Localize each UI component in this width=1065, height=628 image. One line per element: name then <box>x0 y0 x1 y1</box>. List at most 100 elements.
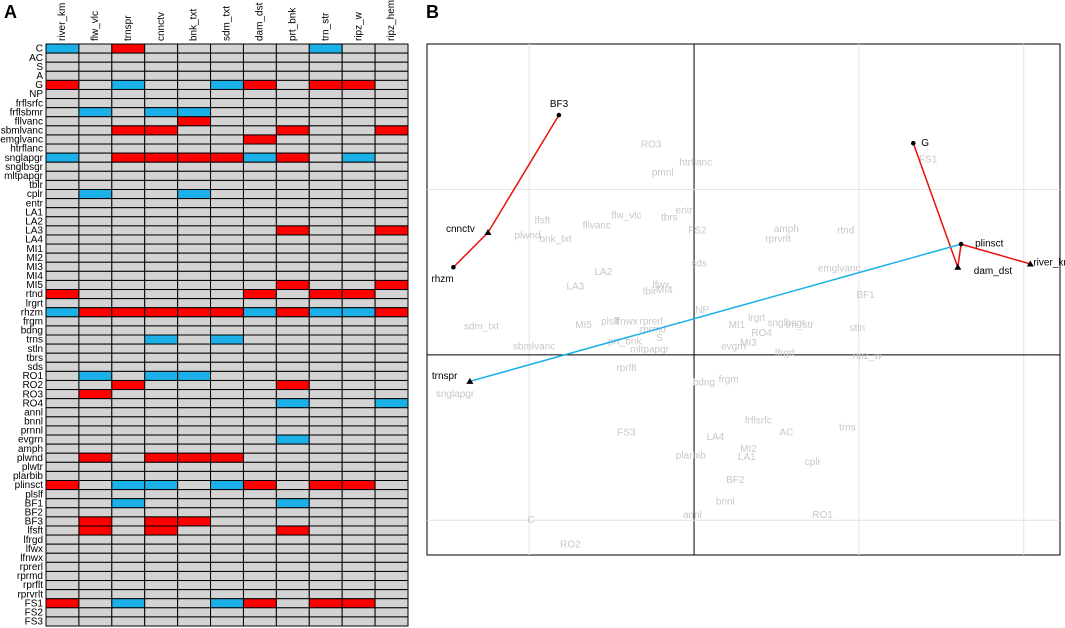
cell <box>242 489 277 500</box>
cell <box>45 561 80 572</box>
cell <box>177 279 212 291</box>
cell <box>78 207 113 218</box>
cell <box>341 379 376 391</box>
cell <box>111 61 146 72</box>
cell <box>111 470 146 481</box>
cell <box>242 298 277 309</box>
cell <box>78 489 113 500</box>
cell <box>45 79 80 90</box>
row-label: bnnl <box>24 417 43 428</box>
cell <box>78 334 113 345</box>
cell <box>242 43 277 54</box>
species-label: stln <box>849 323 865 334</box>
cell <box>111 179 146 190</box>
cell <box>45 434 80 445</box>
cell <box>242 225 277 236</box>
cell <box>111 561 146 572</box>
cell <box>308 143 343 154</box>
species-label: pmnl <box>652 168 674 179</box>
cell <box>144 343 179 354</box>
species-label: RO4 <box>751 328 772 339</box>
cell <box>275 52 310 63</box>
cell <box>144 261 179 272</box>
cell <box>111 279 146 291</box>
cell <box>111 525 146 536</box>
column-label: dam_dst <box>255 2 266 41</box>
cell <box>78 607 113 618</box>
cell <box>341 434 376 445</box>
cell <box>210 361 244 372</box>
cell <box>144 352 179 363</box>
cell <box>210 143 244 154</box>
cell <box>275 498 310 509</box>
cell <box>341 361 376 372</box>
cell <box>78 516 113 527</box>
cell <box>78 225 113 236</box>
species-label: FS1 <box>919 154 938 165</box>
cell <box>111 52 146 63</box>
cell <box>210 416 244 427</box>
cell <box>45 570 80 582</box>
cell <box>275 480 310 491</box>
cell <box>341 561 376 572</box>
cell <box>144 507 179 518</box>
cell <box>78 70 113 81</box>
cell <box>341 107 376 118</box>
cell <box>374 143 409 154</box>
cell <box>242 534 277 545</box>
cell <box>275 307 310 318</box>
cell <box>374 252 409 263</box>
cell <box>275 261 310 272</box>
cell <box>308 252 343 263</box>
cell <box>177 416 212 427</box>
cell <box>45 198 80 209</box>
cell <box>308 289 343 300</box>
cell <box>111 161 146 172</box>
cell <box>177 88 212 100</box>
panel-label: A <box>4 2 17 22</box>
cell <box>242 270 277 281</box>
cell <box>45 143 80 154</box>
cell <box>45 370 80 381</box>
cell <box>275 607 310 618</box>
cell <box>177 216 212 227</box>
cell <box>374 370 409 381</box>
cell <box>78 525 113 536</box>
point <box>954 263 962 270</box>
species-label: plslf <box>601 316 619 327</box>
row-label: BF2 <box>25 507 44 518</box>
cell <box>111 552 146 563</box>
cell <box>341 334 376 345</box>
cell <box>144 598 179 609</box>
cell <box>144 189 179 200</box>
cell <box>177 107 212 118</box>
cell <box>45 480 80 491</box>
cell <box>210 189 244 200</box>
column-label: ripz_w <box>353 11 364 41</box>
cell <box>45 261 80 272</box>
cell <box>275 389 310 400</box>
point <box>466 377 474 384</box>
cell <box>177 561 212 572</box>
cell <box>111 143 146 154</box>
cell <box>374 79 409 90</box>
cell <box>177 534 212 545</box>
cell <box>45 298 80 309</box>
row-label: RO1 <box>22 371 43 382</box>
cell <box>78 589 113 600</box>
row-label: AC <box>29 53 43 64</box>
cell <box>78 580 113 591</box>
cell <box>177 270 212 281</box>
row-label: RO3 <box>22 389 43 400</box>
cell <box>144 552 179 563</box>
cell <box>177 261 212 272</box>
cell <box>45 598 80 609</box>
cell <box>341 52 376 63</box>
cell <box>341 79 376 90</box>
cell <box>144 107 179 118</box>
cell <box>341 389 376 400</box>
cell <box>341 580 376 591</box>
column-label: ripz_hem <box>386 0 397 41</box>
cell <box>177 425 212 436</box>
species-label: BF2 <box>726 475 745 486</box>
